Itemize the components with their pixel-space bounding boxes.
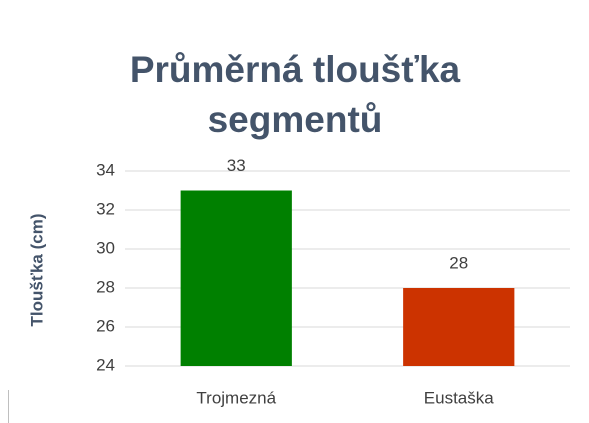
- y-tick-label: 34: [96, 160, 115, 179]
- data-label: 33: [227, 156, 246, 175]
- y-tick-label: 24: [96, 355, 115, 374]
- y-tick-label: 30: [96, 238, 115, 257]
- x-tick-label: Trojmezná: [196, 388, 276, 407]
- y-tick-label: 32: [96, 199, 115, 218]
- bar: [403, 288, 515, 366]
- chart-title: Průměrná tloušťka segmentů: [129, 49, 461, 140]
- y-tick-label: 26: [96, 316, 115, 335]
- y-tick-label: 28: [96, 277, 115, 296]
- data-label: 28: [449, 253, 468, 272]
- bar: [180, 190, 292, 366]
- y-axis-label: Tloušťka (cm): [27, 214, 46, 327]
- x-tick-label: Eustaška: [424, 388, 494, 407]
